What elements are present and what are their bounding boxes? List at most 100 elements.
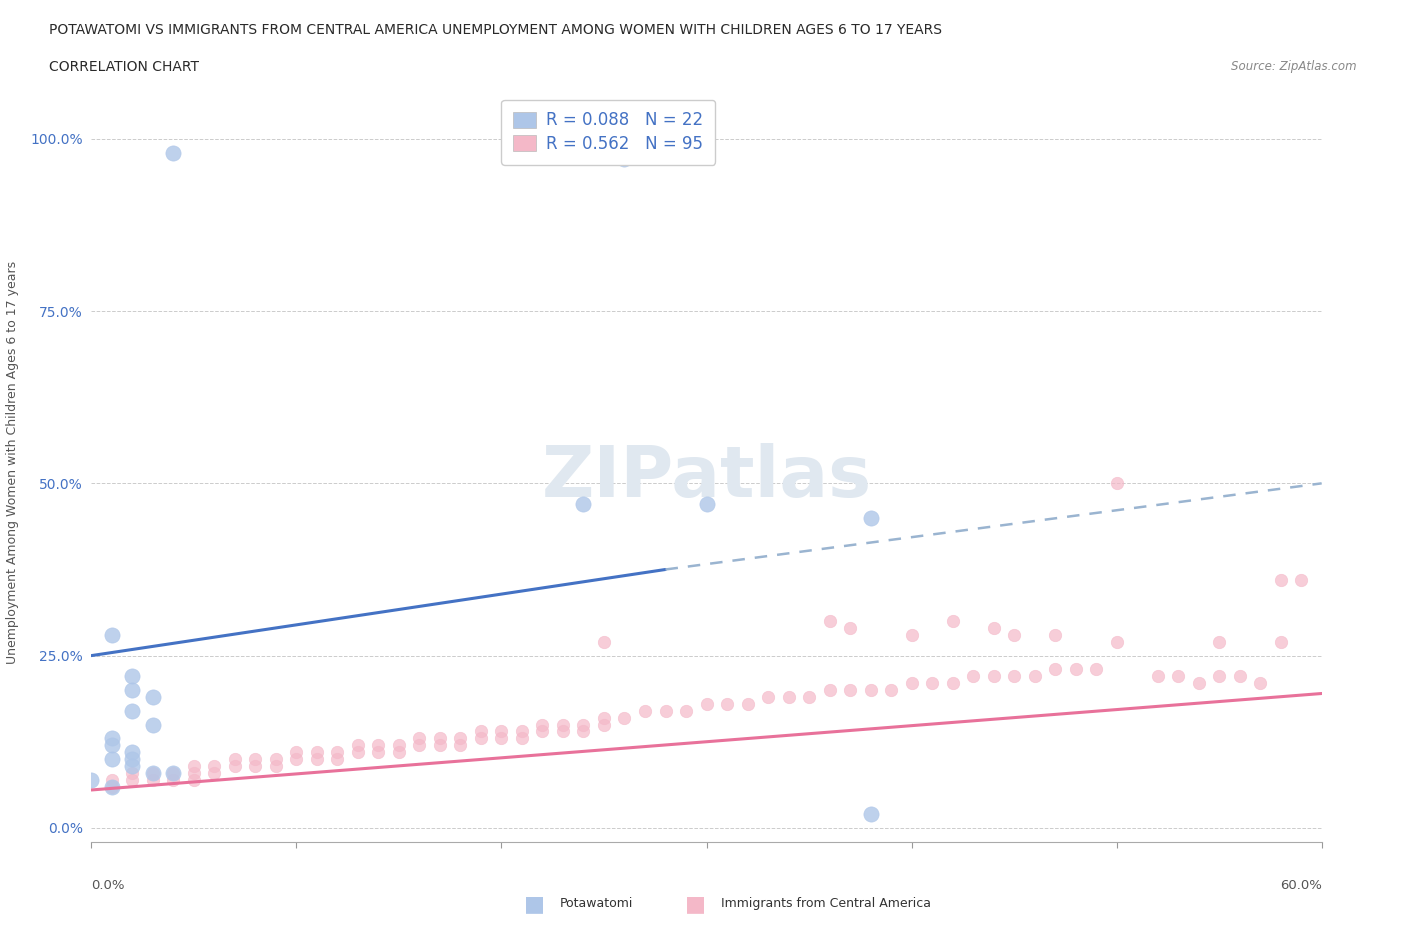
Text: POTAWATOMI VS IMMIGRANTS FROM CENTRAL AMERICA UNEMPLOYMENT AMONG WOMEN WITH CHIL: POTAWATOMI VS IMMIGRANTS FROM CENTRAL AM… [49,23,942,37]
Point [202,765,225,780]
Point [634,703,657,718]
Point [491,731,513,746]
Text: ■: ■ [686,894,706,914]
Point [388,737,411,752]
Point [121,751,143,766]
Point [1249,676,1271,691]
Point [675,703,697,718]
Text: Potawatomi: Potawatomi [560,897,633,910]
Point [121,765,143,780]
Point [121,772,143,787]
Text: Immigrants from Central America: Immigrants from Central America [721,897,931,910]
Point [80,772,103,787]
Point [510,731,533,746]
Point [695,497,717,512]
Point [1146,669,1168,684]
Point [142,765,165,780]
Point [654,703,676,718]
Point [183,765,205,780]
Point [593,711,616,725]
Point [839,620,862,635]
Point [202,759,225,774]
Point [613,153,636,167]
Point [408,737,430,752]
Point [101,731,124,746]
Point [1167,669,1189,684]
Point [121,669,143,684]
Point [756,689,779,704]
Point [101,628,124,643]
Point [121,683,143,698]
Text: Source: ZipAtlas.com: Source: ZipAtlas.com [1232,60,1357,73]
Point [224,759,246,774]
Point [264,751,287,766]
Point [1270,634,1292,649]
Point [121,703,143,718]
Point [1208,669,1230,684]
Point [408,731,430,746]
Point [1289,572,1312,587]
Point [285,745,308,760]
Point [264,759,287,774]
Point [921,676,943,691]
Point [101,779,124,794]
Point [101,751,124,766]
Point [1043,628,1066,643]
Point [613,711,636,725]
Point [142,717,165,732]
Point [121,759,143,774]
Point [1002,628,1025,643]
Point [593,717,616,732]
Point [942,614,965,629]
Point [778,689,800,704]
Point [326,751,349,766]
Point [593,634,616,649]
Point [1208,634,1230,649]
Point [510,724,533,738]
Point [429,737,451,752]
Point [183,759,205,774]
Point [347,737,370,752]
Y-axis label: Unemployment Among Women with Children Ages 6 to 17 years: Unemployment Among Women with Children A… [6,261,20,664]
Point [1270,572,1292,587]
Point [818,614,841,629]
Point [572,497,595,512]
Point [245,751,267,766]
Point [983,620,1005,635]
Text: 0.0%: 0.0% [91,879,125,892]
Point [162,765,184,780]
Point [367,737,389,752]
Point [859,806,882,821]
Point [491,724,513,738]
Point [183,772,205,787]
Point [797,689,820,704]
Point [1105,634,1128,649]
Point [859,511,882,525]
Point [551,717,574,732]
Point [900,676,922,691]
Point [859,683,882,698]
Point [880,683,903,698]
Point [305,745,328,760]
Point [1229,669,1251,684]
Legend: R = 0.088   N = 22, R = 0.562   N = 95: R = 0.088 N = 22, R = 0.562 N = 95 [501,100,716,165]
Point [162,765,184,780]
Point [983,669,1005,684]
Text: ■: ■ [524,894,544,914]
Point [142,765,165,780]
Point [101,772,124,787]
Point [1085,662,1108,677]
Point [224,751,246,766]
Point [121,745,143,760]
Point [245,759,267,774]
Point [716,697,738,711]
Point [900,628,922,643]
Point [1024,669,1046,684]
Text: ZIPatlas: ZIPatlas [541,444,872,512]
Point [551,724,574,738]
Text: CORRELATION CHART: CORRELATION CHART [49,60,200,74]
Point [101,737,124,752]
Point [1064,662,1087,677]
Point [942,676,965,691]
Point [449,737,471,752]
